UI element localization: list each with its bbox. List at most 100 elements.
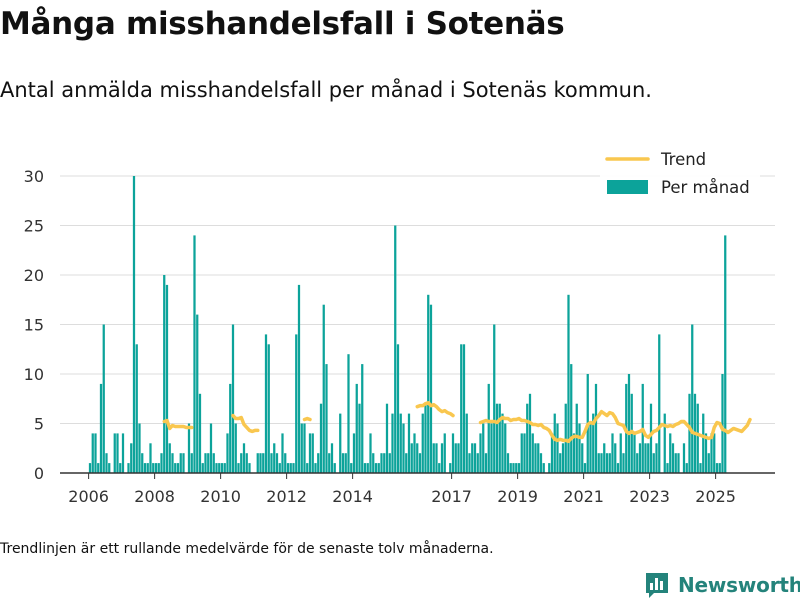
bar [306, 463, 309, 473]
bar [229, 383, 232, 473]
bar [355, 383, 358, 473]
bar [520, 433, 523, 473]
bar [295, 334, 298, 473]
bar [663, 413, 666, 473]
x-tick-label: 2021 [563, 487, 604, 506]
bar [193, 235, 196, 473]
bar [284, 453, 287, 473]
bar [539, 453, 543, 473]
y-tick-label: 0 [34, 464, 44, 483]
bar [91, 433, 94, 473]
bar [619, 433, 622, 473]
bar [647, 443, 650, 473]
bar [146, 463, 149, 473]
bar [402, 423, 405, 473]
bar [314, 463, 317, 473]
bar [165, 284, 169, 473]
bar [163, 275, 166, 473]
bar [182, 453, 185, 473]
bar [649, 403, 653, 473]
bar [528, 393, 532, 473]
bar [669, 433, 672, 473]
bar [275, 453, 279, 473]
bar [138, 423, 141, 473]
bar [611, 433, 614, 473]
bar [300, 423, 303, 473]
footnote: Trendlinjen är ett rullande medelvärde f… [0, 541, 494, 557]
bar [399, 413, 402, 473]
bar [297, 284, 301, 473]
bar [597, 453, 600, 473]
bar [198, 393, 202, 473]
bar [209, 423, 213, 473]
bar [495, 403, 499, 473]
bar [490, 423, 493, 473]
bar [482, 423, 485, 473]
bar [517, 463, 521, 473]
bar [388, 453, 391, 473]
bar [578, 423, 581, 473]
x-tick-label: 2019 [497, 487, 538, 506]
bar [691, 324, 694, 473]
bar [119, 463, 122, 473]
bar [116, 433, 119, 473]
bar [435, 443, 438, 473]
trend-line-segment [231, 413, 260, 434]
bar [548, 463, 551, 473]
bar [179, 453, 182, 473]
bar [372, 453, 375, 473]
brand: Newsworthy [644, 569, 800, 601]
bar [187, 423, 191, 473]
page-subtitle: Antal anmälda misshandelsfall per månad … [0, 78, 652, 102]
bar [550, 433, 554, 473]
bar [479, 433, 482, 473]
bar [440, 443, 444, 473]
bar [424, 403, 427, 473]
bar [242, 443, 246, 473]
bar [468, 453, 471, 473]
bar [413, 433, 416, 473]
bar [556, 423, 559, 473]
bar [212, 453, 215, 473]
bar [614, 443, 617, 473]
bar [704, 433, 708, 473]
bar [319, 403, 323, 473]
bar [564, 403, 567, 473]
bar [94, 433, 97, 473]
bar [542, 463, 545, 473]
bar [512, 463, 515, 473]
bar [608, 453, 611, 473]
bar [410, 443, 413, 473]
bar [616, 463, 620, 473]
bar [317, 453, 320, 473]
bar [220, 463, 224, 473]
bar [152, 463, 155, 473]
bar [248, 463, 251, 473]
bar [449, 463, 452, 473]
bar [174, 463, 177, 473]
legend: Trend Per månad [600, 146, 760, 206]
bar [592, 413, 595, 473]
bar [429, 304, 433, 473]
bar [407, 413, 411, 473]
bar [121, 433, 125, 473]
bar [157, 463, 160, 473]
bar [443, 433, 446, 473]
bar [418, 453, 422, 473]
bar [633, 433, 636, 473]
bar [383, 453, 386, 473]
bar [350, 463, 353, 473]
bar [454, 443, 457, 473]
bar [605, 453, 609, 473]
bar [644, 443, 647, 473]
bar [237, 463, 240, 473]
y-tick-label: 5 [34, 415, 44, 434]
bar [685, 463, 688, 473]
bar [473, 443, 477, 473]
bar [292, 463, 295, 473]
bar [457, 443, 460, 473]
y-tick-label: 10 [24, 365, 44, 384]
bar [416, 443, 419, 473]
bar [526, 403, 529, 473]
